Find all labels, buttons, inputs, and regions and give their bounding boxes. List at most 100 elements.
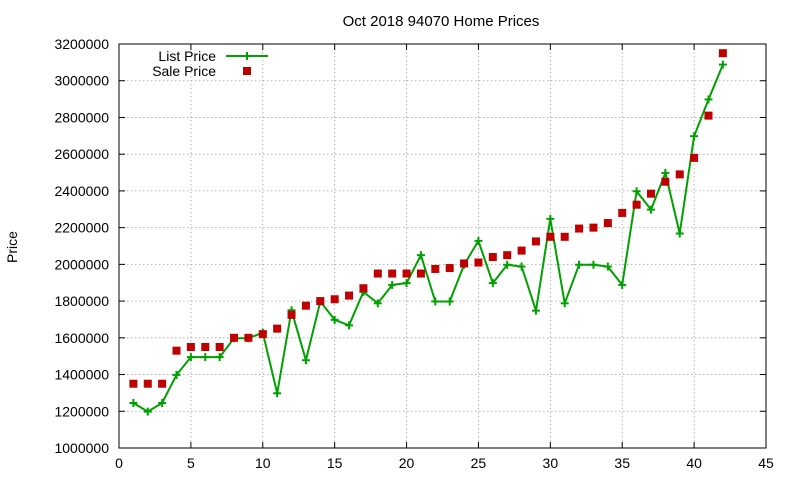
list-price-point xyxy=(373,299,382,308)
list-price-point xyxy=(172,370,181,379)
list-price-point xyxy=(704,95,713,104)
list-price-point xyxy=(402,279,411,288)
x-tick-label: 15 xyxy=(327,455,343,471)
y-tick-label: 3200000 xyxy=(54,36,109,52)
x-tick-label: 45 xyxy=(758,455,774,471)
sale-price-point xyxy=(460,259,469,268)
sale-price-point xyxy=(373,269,382,278)
list-price-point xyxy=(589,260,598,269)
list-price-point xyxy=(474,236,483,245)
sale-price-point xyxy=(474,258,483,267)
sale-price-point xyxy=(431,264,440,273)
legend-list-price-sample xyxy=(226,52,268,60)
list-price-point xyxy=(646,205,655,214)
y-tick-label: 1400000 xyxy=(54,367,109,383)
sale-price-point xyxy=(301,301,310,310)
sale-price-point xyxy=(445,264,454,273)
list-price-point xyxy=(546,214,555,223)
list-price-point xyxy=(158,399,167,408)
axis-ticks xyxy=(118,43,767,449)
sale-price-point xyxy=(244,333,253,342)
sale-price-point xyxy=(531,237,540,246)
list-price-point xyxy=(661,168,670,177)
x-tick-label: 10 xyxy=(255,455,271,471)
y-tick-label: 2200000 xyxy=(54,220,109,236)
x-tick-label: 25 xyxy=(471,455,487,471)
legend-sale-price-label: Sale Price xyxy=(152,63,216,79)
sale-price-point xyxy=(330,295,339,304)
y-tick-label: 2400000 xyxy=(54,183,109,199)
list-price-point xyxy=(215,353,224,362)
legend: List Price Sale Price xyxy=(152,48,268,79)
list-price-point xyxy=(201,353,210,362)
chart-title: Oct 2018 94070 Home Prices xyxy=(343,13,540,30)
legend-sale-price-sample xyxy=(243,67,251,75)
sale-price-point xyxy=(503,251,512,260)
sale-price-point xyxy=(603,219,612,228)
legend-list-price-marker xyxy=(243,52,251,60)
legend-sale-price-marker xyxy=(243,67,251,75)
sale-price-point xyxy=(287,310,296,319)
list-price-point xyxy=(531,306,540,315)
list-price-point xyxy=(388,280,397,289)
sale-price-point xyxy=(388,269,397,278)
sale-price-point xyxy=(488,253,497,262)
sale-price-point xyxy=(215,343,224,351)
y-tick-label: 1800000 xyxy=(54,293,109,309)
sale-price-point xyxy=(661,177,670,186)
sale-price-point xyxy=(560,232,569,241)
y-tick-label: 1000000 xyxy=(54,440,109,456)
series xyxy=(129,49,727,416)
sale-price-point xyxy=(186,343,195,351)
sale-price-point xyxy=(316,297,325,306)
sale-price-point xyxy=(258,330,267,339)
sale-price-point xyxy=(172,346,181,355)
list-price-point xyxy=(632,187,641,196)
sale-price-point xyxy=(230,333,239,342)
sale-price-point xyxy=(690,153,699,162)
sale-price-point xyxy=(517,246,526,255)
list-price-point xyxy=(129,399,138,408)
sale-price-point xyxy=(201,343,210,351)
x-tick-label: 0 xyxy=(115,455,123,471)
y-tick-label: 1600000 xyxy=(54,330,109,346)
y-tick-label: 2800000 xyxy=(54,109,109,125)
y-tick-label: 2000000 xyxy=(54,256,109,272)
list-price-point xyxy=(273,389,282,398)
x-tick-label: 20 xyxy=(399,455,415,471)
sale-price-point xyxy=(143,379,152,388)
y-tick-label: 1200000 xyxy=(54,403,109,419)
sale-price-point xyxy=(718,49,727,58)
sale-price-point xyxy=(416,269,425,278)
sale-price-point xyxy=(359,284,368,293)
list-price-point xyxy=(186,353,195,362)
sale-price-point xyxy=(675,170,684,179)
sale-price-point xyxy=(402,269,411,278)
legend-list-price-label: List Price xyxy=(158,48,216,64)
list-price-point xyxy=(560,299,569,308)
list-price-point xyxy=(345,321,354,330)
sale-price-point xyxy=(546,232,555,241)
x-tick-label: 5 xyxy=(187,455,195,471)
list-price-point xyxy=(618,280,627,289)
list-price-point xyxy=(488,279,497,288)
y-tick-labels: 1000000 1200000 1400000 1600000 1800000 20000… xyxy=(54,36,109,456)
list-price-point xyxy=(330,315,339,324)
sale-price-point xyxy=(345,291,354,300)
list-price-point xyxy=(445,297,454,306)
sale-price-point xyxy=(618,208,627,217)
x-tick-label: 40 xyxy=(686,455,702,471)
list-price-point xyxy=(301,356,310,365)
x-tick-label: 35 xyxy=(614,455,630,471)
sale-price-point xyxy=(129,379,138,388)
sale-price-point xyxy=(632,200,641,209)
list-price-point xyxy=(690,132,699,141)
grid xyxy=(119,44,766,448)
list-price-point xyxy=(431,297,440,306)
list-price-point xyxy=(503,260,512,269)
sale-price-point xyxy=(589,223,598,232)
list-price-line xyxy=(132,64,724,413)
sale-price-point xyxy=(575,224,584,233)
list-price-point xyxy=(575,260,584,269)
